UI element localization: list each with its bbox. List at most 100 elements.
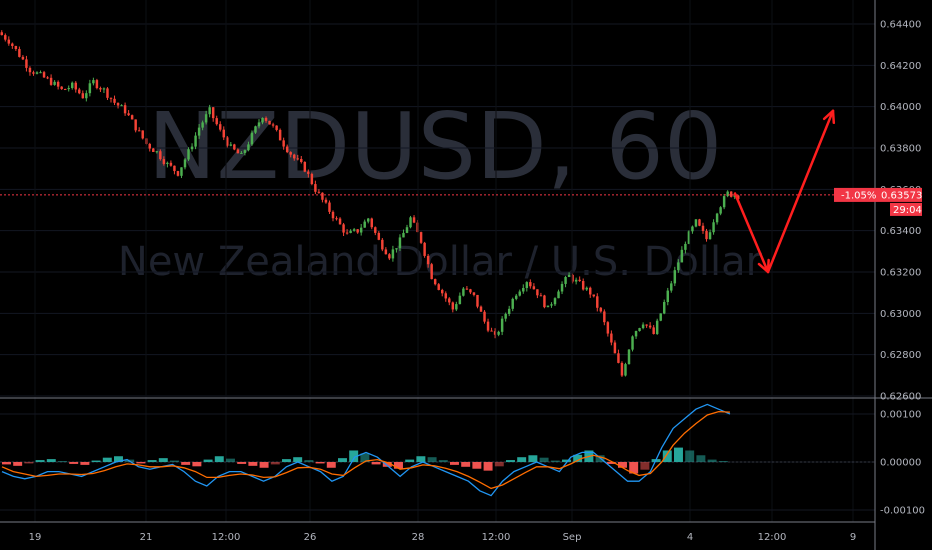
candle-body xyxy=(180,167,183,176)
candle-body xyxy=(719,207,722,214)
candle-body xyxy=(465,288,469,290)
macd-histogram-bar xyxy=(472,462,482,469)
macd-histogram-bar xyxy=(58,461,67,463)
candle-body xyxy=(120,105,123,107)
candle-body xyxy=(240,152,243,154)
candle-body xyxy=(345,232,349,234)
candle-body xyxy=(536,289,539,296)
candle-body xyxy=(490,330,493,332)
macd-histogram-bar xyxy=(248,462,258,466)
candle-body xyxy=(684,243,687,250)
macd-histogram-bar xyxy=(718,461,728,463)
time-axis[interactable]: 19 21 12:00 26 28 12:00 Sep 4 12:00 9 xyxy=(29,532,857,543)
candle-body xyxy=(264,117,268,121)
candle-body xyxy=(208,107,211,115)
candle-body xyxy=(405,227,409,233)
macd-histogram-bar xyxy=(618,462,627,468)
candle-body xyxy=(589,287,592,295)
time-tick-label: 21 xyxy=(140,532,153,543)
candle-body xyxy=(271,124,275,126)
macd-histogram-bar xyxy=(562,459,571,462)
candle-body xyxy=(63,89,67,91)
candle-body xyxy=(148,143,151,149)
macd-histogram-bar xyxy=(494,462,504,467)
macd-histogram-bar xyxy=(371,462,381,465)
time-tick-label: 26 xyxy=(304,532,317,543)
macd-pane[interactable] xyxy=(0,403,875,511)
time-tick-label: 9 xyxy=(850,532,856,543)
candle-body xyxy=(219,124,222,130)
price-tick-label: 0.64000 xyxy=(880,102,921,113)
candle-body xyxy=(261,117,264,123)
time-tick-label: 12:00 xyxy=(212,532,241,543)
signal-line xyxy=(1,410,731,490)
candle-body xyxy=(497,331,500,335)
time-tick-label: 19 xyxy=(29,532,42,543)
candle-body xyxy=(169,162,173,166)
projection-arrows[interactable] xyxy=(733,109,836,274)
candle-body xyxy=(303,161,307,172)
time-tick-label: Sep xyxy=(563,532,582,543)
candle-body xyxy=(67,88,70,90)
candle-body xyxy=(352,229,356,231)
price-tick-label: 0.62800 xyxy=(880,350,921,361)
macd-histogram-bar xyxy=(349,450,359,462)
candle-body xyxy=(381,239,384,250)
macd-histogram-bar xyxy=(237,462,247,464)
price-tick-label: 0.63400 xyxy=(880,226,921,237)
candle-body xyxy=(479,306,483,312)
price-tick-label: 0.64400 xyxy=(880,20,921,31)
candle-body xyxy=(314,184,317,192)
candle-body xyxy=(462,288,465,296)
candle-body xyxy=(476,294,479,307)
macd-histogram-bar xyxy=(461,462,471,467)
macd-histogram-bar xyxy=(326,462,336,468)
last-price-change: -1.05% xyxy=(841,190,876,201)
candle-body xyxy=(391,249,395,259)
candle-body xyxy=(39,72,42,74)
candle-body xyxy=(610,333,613,343)
candle-body xyxy=(211,107,215,119)
candle-body xyxy=(645,324,648,326)
candle-body xyxy=(694,219,698,227)
candle-body xyxy=(469,289,472,293)
macd-histogram-bar xyxy=(427,457,437,462)
candle-body xyxy=(137,130,141,132)
candle-body xyxy=(486,321,490,331)
candle-body xyxy=(289,152,292,155)
candle-body xyxy=(613,342,617,354)
candle-body xyxy=(655,320,659,334)
candle-body xyxy=(321,192,324,200)
macd-histogram-bar xyxy=(282,459,291,462)
price-tick-label: 0.63200 xyxy=(880,268,921,279)
macd-histogram-bar xyxy=(102,457,112,462)
candle-body xyxy=(384,249,388,255)
candle-body xyxy=(504,313,507,319)
candle-body xyxy=(395,248,398,250)
candle-body xyxy=(567,274,571,278)
candle-body xyxy=(201,122,204,128)
candle-body xyxy=(574,279,578,282)
candle-body xyxy=(162,159,166,164)
macd-histogram-bar xyxy=(394,462,403,469)
candle-body xyxy=(183,159,187,168)
candle-body xyxy=(419,232,423,243)
candle-body xyxy=(85,93,88,99)
candle-body xyxy=(546,305,550,308)
macd-histogram-bar xyxy=(707,459,717,462)
candle-body xyxy=(525,282,529,288)
candle-body xyxy=(409,217,412,228)
candle-body xyxy=(71,82,74,89)
candle-body xyxy=(300,158,303,162)
candle-body xyxy=(106,88,109,98)
macd-axis[interactable]: 0.00100 0.00000 -0.00100 xyxy=(880,410,925,517)
macd-histogram-bar xyxy=(293,457,303,462)
candle-body xyxy=(564,277,567,284)
candle-body xyxy=(328,202,331,212)
candle-body xyxy=(493,331,497,335)
candle-body xyxy=(620,362,624,376)
macd-histogram-bar xyxy=(315,462,325,464)
candle-body xyxy=(194,135,197,147)
candle-body xyxy=(141,130,144,139)
